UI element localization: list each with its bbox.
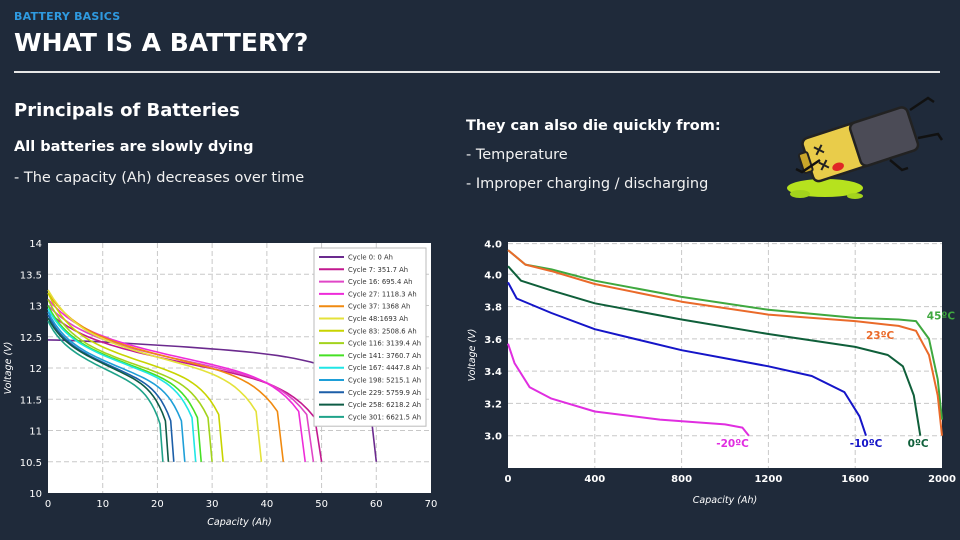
series-label: 23ºC xyxy=(866,330,895,342)
legend-box xyxy=(313,247,427,427)
y-tick-label: 3.8 xyxy=(484,303,502,314)
y-tick-label: 13 xyxy=(29,302,42,313)
x-tick-label: 0 xyxy=(505,474,512,485)
legend-entry: Cycle 167: 4447.8 Ah xyxy=(348,364,421,372)
left-heading: Principals of Batteries xyxy=(14,100,240,121)
x-tick-label: 0 xyxy=(45,499,51,510)
y-tick-label: 4.0 xyxy=(484,240,502,251)
series-line xyxy=(47,292,224,462)
right-bullet-charging: - Improper charging / discharging xyxy=(466,176,709,192)
title-divider xyxy=(14,71,940,73)
series-line xyxy=(507,265,922,436)
series-line xyxy=(507,343,750,437)
series-line xyxy=(507,249,943,420)
legend-entry: Cycle 83: 2508.6 Ah xyxy=(348,327,417,335)
series-line xyxy=(47,298,213,462)
page-title: WHAT IS A BATTERY? xyxy=(14,28,309,57)
series-line xyxy=(47,308,197,462)
series-line xyxy=(507,281,867,437)
y-tick-label: 12.5 xyxy=(20,333,42,344)
series-line xyxy=(47,292,285,462)
legend-entry: Cycle 116: 3139.4 Ah xyxy=(348,340,421,348)
series-line xyxy=(47,311,186,462)
series-label: -20ºC xyxy=(716,438,749,450)
legend-entry: Cycle 258: 6218.2 Ah xyxy=(348,401,421,409)
y-tick-label: 14 xyxy=(29,239,42,250)
legend-entry: Cycle 16: 695.4 Ah xyxy=(348,278,412,286)
x-tick-label: 50 xyxy=(315,499,328,510)
left-bullet: - The capacity (Ah) decreases over time xyxy=(14,170,305,186)
x-tick-label: 2000 xyxy=(928,474,956,485)
section-kicker: BATTERY BASICS xyxy=(14,10,121,23)
y-tick-label: 13.5 xyxy=(20,270,42,281)
legend-entry: Cycle 37: 1368 Ah xyxy=(348,303,410,311)
temperature-discharge-chart: 3.0 3.2 3.4 3.6 3.8 4.0 4.0 0 400 800 1200 1600 2000… xyxy=(467,240,956,506)
left-subheading: All batteries are slowly dying xyxy=(14,139,254,155)
y-tick-label: 3.4 xyxy=(484,367,502,378)
series-label: 45ºC xyxy=(927,310,956,322)
x-tick-label: 1600 xyxy=(841,474,869,485)
legend-entry: Cycle 7: 351.7 Ah xyxy=(348,266,408,274)
series-line xyxy=(47,320,164,462)
x-axis-label: Capacity (Ah) xyxy=(693,495,757,506)
y-tick-label: 11.5 xyxy=(20,395,42,406)
x-tick-label: 400 xyxy=(584,474,605,485)
x-tick-label: 20 xyxy=(151,499,164,510)
y-tick-label: 12 xyxy=(29,364,42,375)
legend-entry: Cycle 141: 3760.7 Ah xyxy=(348,352,421,360)
series-line xyxy=(507,249,943,436)
y-axis-label: Voltage (V) xyxy=(467,329,478,382)
y-tick-label: 3.2 xyxy=(484,399,502,410)
x-tick-label: 30 xyxy=(206,499,219,510)
series-line xyxy=(47,317,170,462)
y-tick-label: 10 xyxy=(29,489,42,500)
legend-entry: Cycle 301: 6621.5 Ah xyxy=(348,413,421,421)
series-line xyxy=(47,289,263,462)
y-tick-label: 3.0 xyxy=(484,432,502,443)
legend-entry: Cycle 48:1693 Ah xyxy=(348,315,408,323)
right-subheading: They can also die quickly from: xyxy=(466,118,721,134)
x-tick-label: 40 xyxy=(260,499,273,510)
right-bullet-temperature: - Temperature xyxy=(466,147,568,163)
x-tick-label: 70 xyxy=(425,499,438,510)
y-tick-label: 3.6 xyxy=(484,335,502,346)
x-tick-label: 60 xyxy=(370,499,383,510)
y-tick-label: 11 xyxy=(29,427,42,438)
y-tick-label: 4.0 xyxy=(484,270,502,281)
series-label: 0ºC xyxy=(908,438,929,450)
legend-entry: Cycle 229: 5759.9 Ah xyxy=(348,389,421,397)
legend-entry: Cycle 198: 5215.1 Ah xyxy=(348,377,421,385)
y-axis-label: Voltage (V) xyxy=(3,342,14,395)
series-label: -10ºC xyxy=(850,438,883,450)
x-tick-label: 800 xyxy=(671,474,692,485)
x-tick-label: 1200 xyxy=(754,474,782,485)
y-tick-label: 10.5 xyxy=(20,458,42,469)
series-line xyxy=(47,305,202,462)
x-tick-label: 10 xyxy=(96,499,109,510)
x-axis-label: Capacity (Ah) xyxy=(207,517,271,528)
dead-battery-icon xyxy=(787,96,944,199)
legend-entry: Cycle 0: 0 Ah xyxy=(348,254,393,262)
series-line xyxy=(47,314,175,462)
legend-entry: Cycle 27: 1118.3 Ah xyxy=(348,290,417,298)
